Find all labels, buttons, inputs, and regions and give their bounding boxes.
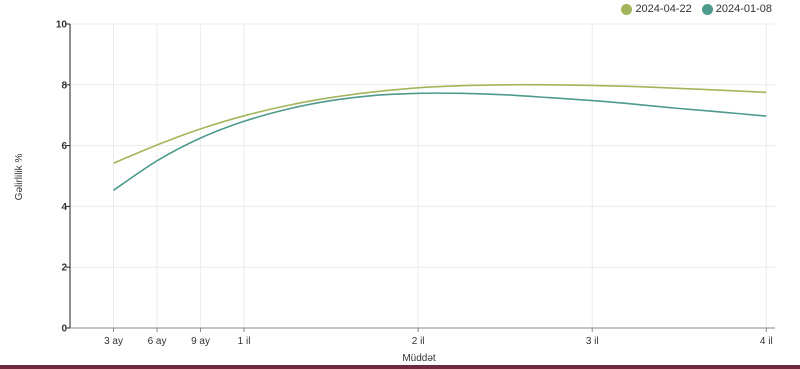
x-tick-label: 1 il [238, 336, 251, 347]
y-axis-label: Gəlirlilik % [14, 154, 25, 201]
legend-label-series-2: 2024-01-08 [715, 3, 772, 15]
series-line-1[interactable] [113, 83, 767, 164]
legend-item-series-2[interactable]: 2024-01-08 [701, 3, 772, 15]
x-tick-label: 9 ay [191, 336, 210, 347]
x-tick-label: 3 il [586, 336, 599, 347]
y-tick-label: 0 [61, 324, 67, 335]
y-tick-label: 4 [61, 202, 67, 213]
series-layer [113, 83, 767, 191]
x-tick-label: 4 il [760, 336, 773, 347]
y-tick-label: 8 [61, 80, 67, 91]
legend-item-series-1[interactable]: 2024-04-22 [621, 3, 692, 15]
x-tick-label: 3 ay [104, 336, 123, 347]
legend-swatch-series-1 [621, 3, 633, 15]
legend-swatch-series-2 [701, 3, 713, 15]
x-tick-label: 6 ay [148, 336, 167, 347]
grid-lines [70, 23, 775, 328]
y-axis-ticks: 0 2 4 6 8 10 [56, 20, 70, 335]
x-axis-label: Müddət [402, 353, 436, 364]
axes [69, 24, 775, 329]
y-tick-label: 6 [61, 141, 67, 152]
y-tick-label: 10 [56, 20, 68, 31]
legend: 2024-04-22 2024-01-08 [621, 3, 772, 15]
legend-label-series-1: 2024-04-22 [635, 3, 692, 15]
series-line-2[interactable] [113, 92, 767, 191]
bottom-border [0, 365, 800, 369]
y-tick-label: 2 [61, 263, 67, 274]
x-tick-label: 2 il [412, 336, 425, 347]
x-axis-ticks: 3 ay 6 ay 9 ay 1 il 2 il 3 il 4 il [104, 328, 773, 347]
